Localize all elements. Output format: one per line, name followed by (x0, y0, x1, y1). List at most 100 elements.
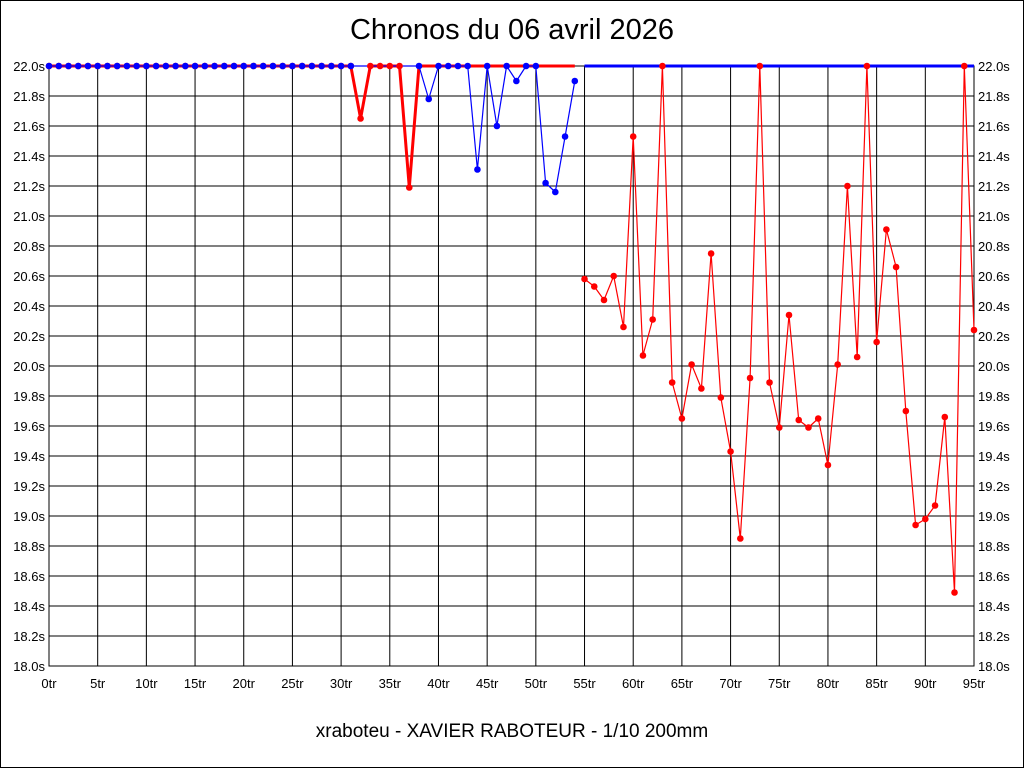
x-tick-label: 90tr (914, 676, 937, 691)
data-point (162, 62, 170, 70)
data-point (113, 62, 121, 70)
data-point (853, 353, 861, 361)
y-tick-label-right: 20.0s (978, 359, 1010, 374)
data-point (883, 226, 890, 233)
y-tick-label-right: 21.0s (978, 209, 1010, 224)
data-point (337, 62, 345, 70)
data-point (639, 352, 647, 359)
data-point (376, 62, 384, 70)
data-point (152, 62, 160, 70)
y-tick-label-left: 19.4s (13, 449, 45, 464)
y-tick-label-right: 19.0s (978, 509, 1010, 524)
data-point (250, 62, 257, 70)
data-point (600, 296, 608, 304)
y-tick-label-left: 20.6s (13, 269, 45, 284)
x-tick-label: 40tr (427, 676, 450, 691)
x-tick-label: 70tr (719, 676, 742, 691)
data-point (552, 188, 559, 196)
data-point (84, 62, 92, 70)
chart-subtitle: xraboteu - XAVIER RABOTEUR - 1/10 200mm (315, 721, 709, 742)
x-tick-label: 60tr (622, 676, 645, 691)
data-point (386, 62, 394, 70)
x-tick-label: 20tr (233, 676, 256, 691)
data-point (318, 62, 325, 70)
y-tick-label-right: 20.4s (978, 299, 1010, 314)
y-tick-label-right: 22.0s (978, 59, 1010, 74)
data-point (960, 62, 968, 70)
data-point (795, 416, 803, 424)
x-tick-label: 15tr (184, 676, 207, 691)
x-tick-label: 55tr (573, 676, 596, 691)
data-point (308, 62, 316, 70)
data-point (493, 122, 501, 130)
data-point (464, 62, 471, 70)
y-tick-label-left: 21.0s (13, 209, 45, 224)
y-tick-label-left: 22.0s (13, 59, 45, 74)
data-point (844, 182, 851, 190)
data-point (435, 62, 442, 70)
x-tick-label: 95tr (963, 676, 986, 691)
data-point (814, 415, 822, 422)
y-tick-label-left: 20.8s (13, 239, 45, 254)
y-tick-label-right: 18.0s (978, 659, 1010, 674)
y-tick-label-left: 21.4s (13, 149, 45, 164)
data-point (396, 62, 403, 70)
y-tick-label-left: 21.8s (13, 89, 45, 104)
y-tick-label-right: 18.4s (978, 599, 1010, 614)
data-point (873, 338, 880, 346)
data-point (688, 361, 695, 368)
y-tick-label-right: 20.8s (978, 239, 1010, 254)
x-tick-label: 45tr (476, 676, 499, 691)
data-point (766, 379, 773, 386)
x-tick-label: 35tr (379, 676, 402, 691)
x-tick-label: 25tr (281, 676, 304, 691)
data-point (629, 133, 637, 140)
data-point (298, 62, 306, 70)
data-point (191, 62, 199, 70)
data-point (892, 263, 900, 271)
data-point (405, 184, 413, 191)
y-tick-label-right: 21.6s (978, 119, 1010, 134)
data-point (649, 316, 656, 323)
x-tick-label: 65tr (671, 676, 694, 691)
y-tick-label-left: 19.8s (13, 389, 45, 404)
plot-axes: 18.0s 18.0s 18.2s 18.2s 18.4s 18.4s 18.6s 18.6s… (13, 59, 1010, 691)
y-tick-label-right: 20.6s (978, 269, 1010, 284)
y-tick-label-right: 19.6s (978, 419, 1010, 434)
data-point (805, 424, 812, 431)
x-tick-label: 0tr (41, 676, 57, 691)
data-point (65, 62, 72, 70)
data-point (503, 62, 510, 70)
data-point (610, 272, 618, 280)
x-tick-label: 10tr (135, 676, 158, 691)
data-point (756, 62, 764, 70)
data-point (522, 62, 530, 70)
data-point (230, 62, 238, 70)
data-point (240, 62, 248, 70)
data-point (143, 62, 150, 70)
data-point (698, 385, 705, 392)
data-point (201, 62, 209, 70)
data-point (483, 62, 491, 70)
data-point (444, 62, 452, 70)
y-tick-label-left: 20.4s (13, 299, 45, 314)
data-point (668, 379, 676, 386)
y-tick-label-left: 18.4s (13, 599, 45, 614)
x-tick-label: 80tr (817, 676, 840, 691)
y-tick-label-left: 18.8s (13, 539, 45, 554)
y-tick-label-left: 21.2s (13, 179, 45, 194)
data-point (707, 250, 715, 257)
data-point (775, 424, 783, 431)
plot-grid (48, 65, 975, 667)
data-point (931, 502, 939, 509)
y-tick-label-left: 18.6s (13, 569, 45, 584)
data-point (328, 62, 335, 70)
data-point (269, 62, 277, 70)
data-point (785, 311, 793, 319)
y-tick-label-left: 19.0s (13, 509, 45, 524)
data-point (863, 62, 871, 70)
x-tick-label: 75tr (768, 676, 791, 691)
data-point (571, 77, 579, 85)
x-tick-label: 5tr (90, 676, 106, 691)
data-point (590, 283, 598, 290)
